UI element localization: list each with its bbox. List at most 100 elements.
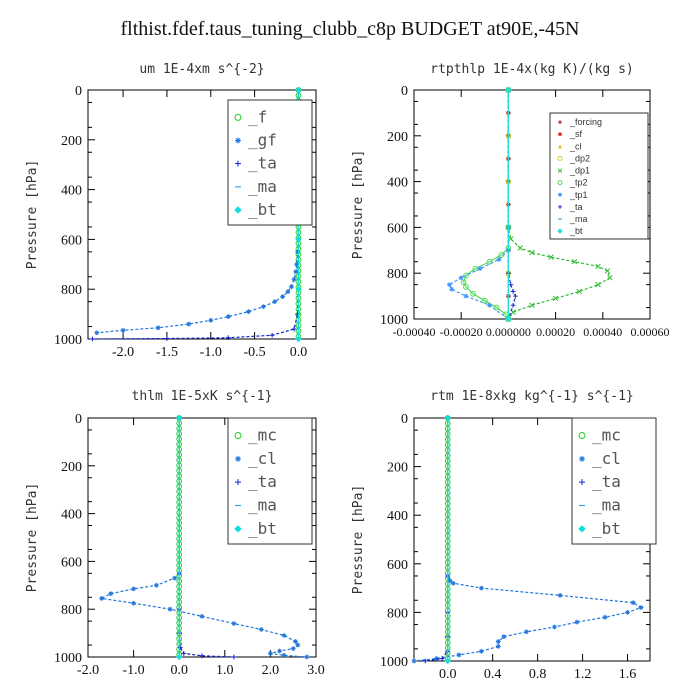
chart-title: thlm 1E-5xK s^{-1} xyxy=(132,389,273,404)
data-point xyxy=(422,658,428,664)
x-tick-label: -1.5 xyxy=(156,345,178,360)
data-point xyxy=(176,653,183,661)
y-axis-label: Pressure [hPa] xyxy=(25,483,40,593)
x-tick-label: 0.0 xyxy=(439,667,457,682)
data-point xyxy=(595,281,601,288)
legend-label: _ta xyxy=(592,472,621,491)
data-point xyxy=(108,591,114,597)
chart-panel-1: um 1E-4xm s^{-2} Pressure [hPa] 0 200 400 600… xyxy=(25,62,317,360)
data-point xyxy=(186,321,192,327)
legend-marker xyxy=(578,525,586,533)
legend-marker xyxy=(557,155,563,161)
series-line xyxy=(99,418,307,658)
data-point xyxy=(595,263,601,270)
x-tick-label: -0.00020 xyxy=(440,325,483,339)
legend-marker xyxy=(234,206,242,214)
data-point xyxy=(272,299,278,305)
x-tick-label: -0.00040 xyxy=(393,325,436,339)
data-point xyxy=(289,284,294,290)
y-tick-label: 1000 xyxy=(54,651,82,666)
data-point xyxy=(164,336,170,341)
data-point xyxy=(607,275,613,281)
x-tick-label: 1.2 xyxy=(574,667,592,682)
data-point xyxy=(293,269,299,275)
data-point xyxy=(154,582,159,588)
x-tick-label: 0.00040 xyxy=(583,325,622,339)
x-tick-label: 3.0 xyxy=(307,663,325,678)
data-point xyxy=(463,293,469,299)
legend-label: _tp1 xyxy=(569,190,588,200)
y-tick-label: 200 xyxy=(387,461,408,476)
legend-box xyxy=(227,99,313,226)
data-point xyxy=(131,586,136,592)
data-point xyxy=(281,633,287,638)
legend-label: _cl xyxy=(248,449,277,468)
y-tick-label: 400 xyxy=(61,184,82,199)
y-tick-label: 800 xyxy=(61,603,82,618)
y-tick-label: 800 xyxy=(61,283,82,298)
data-point xyxy=(510,302,516,308)
data-point xyxy=(557,592,563,598)
data-point xyxy=(638,605,644,610)
legend: _mc _cl _ta _ma _bt xyxy=(571,417,657,545)
legend-label: _gf xyxy=(248,131,277,150)
data-point xyxy=(294,261,300,267)
legend-label: _ta xyxy=(248,154,277,173)
data-point xyxy=(495,644,501,649)
data-point xyxy=(486,258,493,265)
legend-box xyxy=(227,417,313,545)
x-tick-label: 2.0 xyxy=(262,663,280,678)
data-point xyxy=(246,309,251,315)
legend-marker xyxy=(558,204,562,209)
x-tick-label: 0.0 xyxy=(170,663,188,678)
series-cl xyxy=(411,415,644,664)
legend-marker xyxy=(558,144,562,149)
y-axis-label: Pressure [hPa] xyxy=(351,150,366,260)
data-point xyxy=(496,257,502,262)
data-point xyxy=(225,314,231,319)
data-point xyxy=(460,279,467,286)
legend-marker xyxy=(558,120,562,125)
legend-label: _dp1 xyxy=(569,166,590,176)
data-point xyxy=(131,600,136,606)
legend-box xyxy=(571,417,657,545)
y-tick-label: 0 xyxy=(75,412,82,427)
y-tick-label: 0 xyxy=(75,84,82,99)
x-tick-label: 0.8 xyxy=(529,667,547,682)
data-point xyxy=(552,624,557,630)
series-tp1 xyxy=(447,87,511,322)
x-tick-label: 1.6 xyxy=(619,667,637,682)
data-point xyxy=(280,294,286,300)
data-point xyxy=(231,621,237,626)
data-point xyxy=(293,639,298,644)
data-point xyxy=(508,282,514,288)
data-point xyxy=(505,86,512,94)
data-point xyxy=(199,613,205,619)
data-point xyxy=(277,648,282,654)
data-point xyxy=(552,295,559,302)
legend-marker xyxy=(234,525,242,533)
data-point xyxy=(493,304,500,311)
y-tick-label: 400 xyxy=(387,176,408,191)
data-point xyxy=(231,654,237,660)
data-point xyxy=(295,642,301,648)
y-tick-label: 400 xyxy=(61,508,82,523)
data-point xyxy=(439,656,445,661)
legend-label: _f xyxy=(248,107,267,126)
data-point xyxy=(99,596,105,601)
legend: _mc _cl _ta _ma _bt xyxy=(227,417,313,545)
data-point xyxy=(444,414,451,422)
y-tick-label: 600 xyxy=(387,558,408,573)
data-point xyxy=(487,302,492,308)
legend-label: _bt xyxy=(248,519,277,538)
legend-marker xyxy=(235,137,241,144)
data-point xyxy=(456,652,462,658)
data-point xyxy=(625,610,630,615)
y-tick-label: 800 xyxy=(387,267,408,282)
data-point xyxy=(449,286,455,292)
legend-label: _mc xyxy=(592,426,621,445)
data-point xyxy=(447,578,453,584)
data-point xyxy=(450,580,456,586)
